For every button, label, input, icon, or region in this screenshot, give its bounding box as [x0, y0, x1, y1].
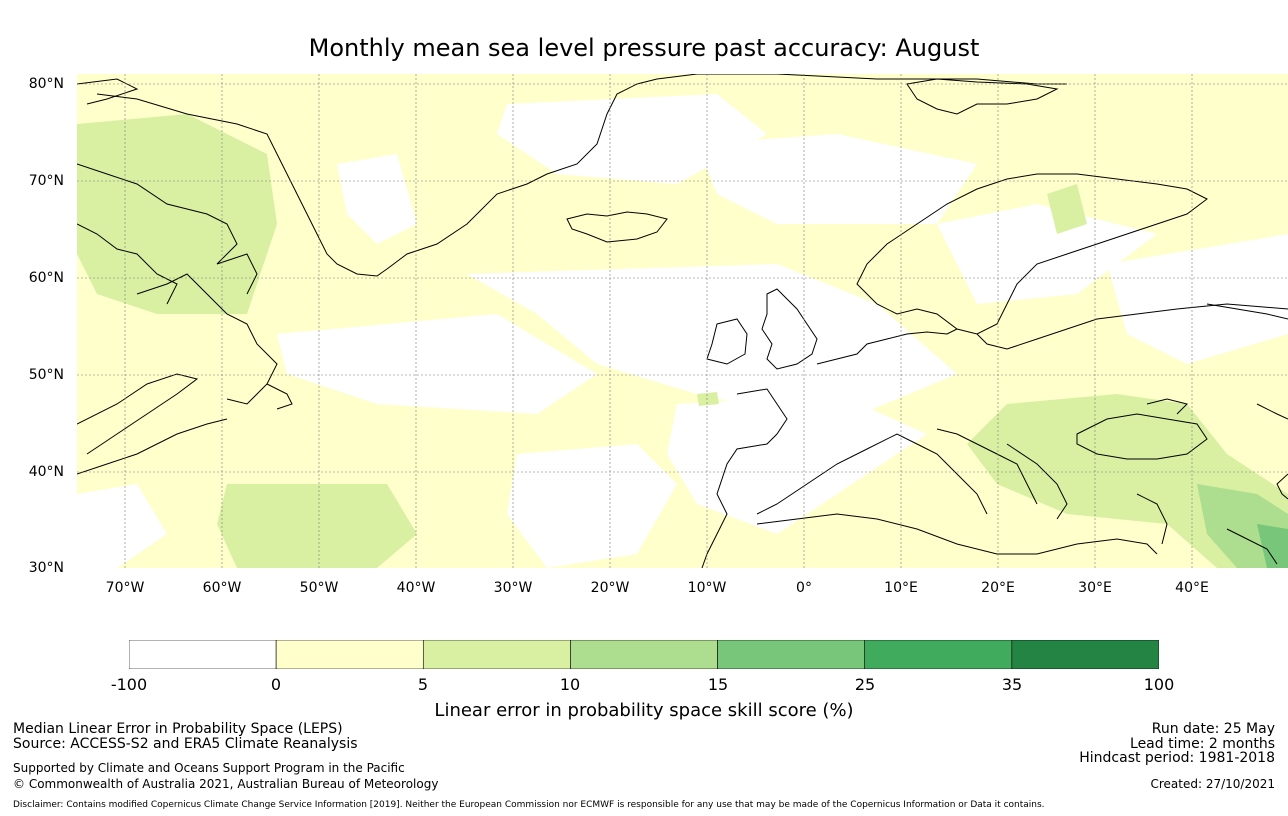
lon-label-10e: 10°E	[884, 580, 918, 596]
colorbar-tick: 0	[270, 675, 282, 694]
support-note: Supported by Climate and Oceans Support …	[13, 761, 405, 775]
lon-label-30w: 30°W	[493, 580, 533, 596]
colorbar-segment	[129, 640, 277, 669]
lat-label-30n: 30°N	[28, 560, 64, 576]
leps-note: Median Linear Error in Probability Space…	[13, 721, 343, 737]
lon-label-70w: 70°W	[105, 580, 145, 596]
lon-label-20w: 20°W	[590, 580, 630, 596]
lon-label-40e: 40°E	[1175, 580, 1209, 596]
colorbar-tick: 10	[559, 675, 581, 694]
lat-label-70n: 70°N	[28, 173, 64, 189]
lat-label-80n: 80°N	[28, 76, 64, 92]
gridlines	[77, 74, 1288, 568]
white-regions	[77, 94, 1288, 568]
colorbar-segment	[717, 640, 866, 669]
colorbar-tick: 5	[417, 675, 429, 694]
colorbar	[129, 640, 1159, 669]
colorbar-segment	[275, 640, 424, 669]
lat-label-40n: 40°N	[28, 464, 64, 480]
lon-label-60w: 60°W	[202, 580, 242, 596]
colorbar-segment	[1011, 640, 1159, 669]
skill-score-map	[77, 74, 1288, 568]
source-note: Source: ACCESS-S2 and ERA5 Climate Reana…	[13, 736, 358, 752]
colorbar-label: Linear error in probability space skill …	[434, 700, 854, 721]
coastlines	[77, 74, 1288, 568]
lon-label-0: 0°	[796, 580, 812, 596]
colorbar-segment	[422, 640, 571, 669]
lat-label-60n: 60°N	[28, 270, 64, 286]
lat-label-50n: 50°N	[28, 367, 64, 383]
colorbar-tick: 15	[707, 675, 729, 694]
copyright-note: © Commonwealth of Australia 2021, Austra…	[13, 777, 439, 791]
colorbar-segment	[570, 640, 718, 669]
lon-label-30e: 30°E	[1078, 580, 1112, 596]
created-date: Created: 27/10/2021	[1150, 777, 1275, 791]
lead-time: Lead time: 2 months	[1130, 736, 1275, 752]
disclaimer: Disclaimer: Contains modified Copernicus…	[13, 800, 1045, 810]
colorbar-segment	[864, 640, 1013, 669]
colorbar-tick: 25	[854, 675, 876, 694]
lon-label-50w: 50°W	[299, 580, 339, 596]
darker-green-regions	[1257, 524, 1288, 568]
run-date: Run date: 25 May	[1151, 721, 1275, 737]
colorbar-tick: -100	[110, 675, 148, 694]
hindcast-period: Hindcast period: 1981-2018	[1079, 750, 1275, 766]
lon-label-40w: 40°W	[396, 580, 436, 596]
lon-label-20e: 20°E	[981, 580, 1015, 596]
colorbar-tick: 35	[1001, 675, 1023, 694]
lon-label-10w: 10°W	[687, 580, 727, 596]
map-title: Monthly mean sea level pressure past acc…	[308, 34, 980, 62]
colorbar-tick: 100	[1143, 675, 1175, 694]
